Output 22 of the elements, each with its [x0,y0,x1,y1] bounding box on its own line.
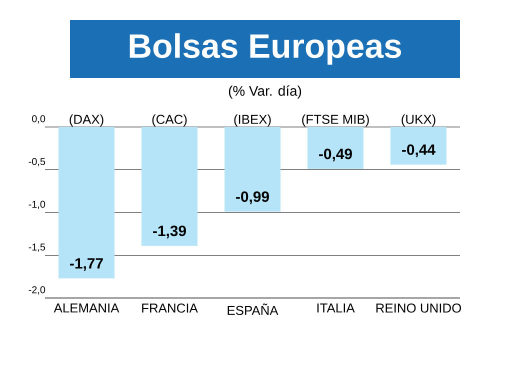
text: (CAC) [152,114,187,126]
x-tick-label: ALEMANIA [54,304,120,312]
chart-title: Bolsas Europeas [130,33,402,65]
text: (FTSE MIB) [302,114,369,126]
y-tick-label: -1,0 [28,200,46,209]
text: (DAX) [70,114,104,126]
data-label: -0,99 [236,191,269,204]
x-tick-label: FRANCIA [142,304,198,313]
chart-subtitle: (% Var. día) [228,85,302,99]
y-tick-label: -2,0 [28,286,46,294]
y-tick-label: -0,5 [28,158,46,166]
data-label: -0,44 [402,144,436,158]
text: (UKX) [402,114,436,126]
x-tick-label: ITALIA [317,304,355,312]
data-label: -1,39 [153,226,186,238]
x-tick-label: REINO UNIDO [376,304,462,313]
data-label: -0,49 [319,148,352,162]
data-label: -1,77 [70,258,103,271]
y-tick-label: 0,0 [32,115,46,124]
y-tick-label: -1,5 [28,244,46,252]
text: (IBEX) [234,114,271,126]
x-tick-label: ESPAÑA [228,304,278,316]
